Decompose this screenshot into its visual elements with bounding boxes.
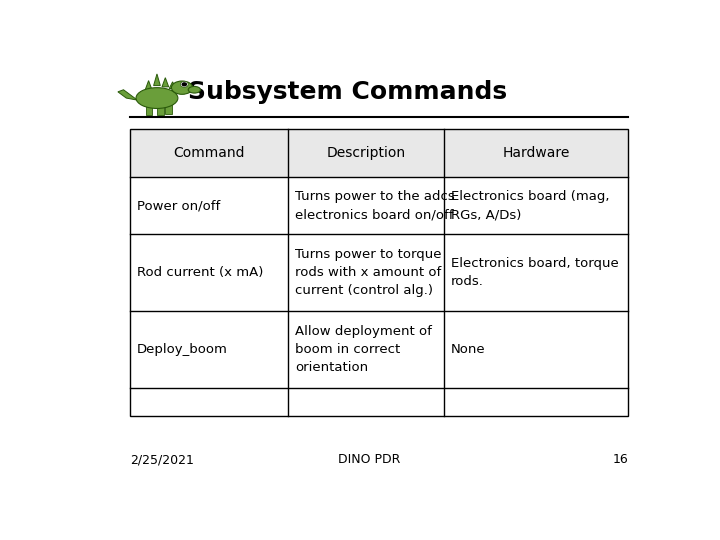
Text: 16: 16	[613, 453, 629, 467]
Ellipse shape	[171, 81, 193, 94]
Text: Subsystem Commands: Subsystem Commands	[188, 80, 507, 104]
Bar	[130, 129, 629, 177]
Text: Description: Description	[327, 146, 406, 160]
Polygon shape	[162, 78, 168, 87]
Text: None: None	[451, 343, 486, 356]
Text: 2/25/2021: 2/25/2021	[130, 453, 194, 467]
Polygon shape	[145, 80, 152, 90]
Circle shape	[181, 82, 187, 86]
Bar	[145, 104, 153, 114]
Text: Turns power to the adcs
electronics board on/off: Turns power to the adcs electronics boar…	[294, 190, 454, 221]
Text: Turns power to torque
rods with x amount of
current (control alg.): Turns power to torque rods with x amount…	[294, 248, 441, 298]
Polygon shape	[118, 90, 138, 100]
Bar	[157, 104, 163, 114]
Circle shape	[182, 83, 186, 86]
Polygon shape	[169, 82, 176, 89]
Bar	[130, 129, 629, 416]
Bar	[166, 104, 172, 114]
Polygon shape	[153, 74, 161, 85]
Text: Command: Command	[174, 146, 245, 160]
Ellipse shape	[136, 87, 178, 109]
Text: Power on/off: Power on/off	[137, 199, 220, 212]
Text: Allow deployment of
boom in correct
orientation: Allow deployment of boom in correct orie…	[294, 325, 432, 374]
Text: Deploy_boom: Deploy_boom	[137, 343, 228, 356]
Text: Electronics board (mag,
RGs, A/Ds): Electronics board (mag, RGs, A/Ds)	[451, 190, 610, 221]
Text: Rod current (x mA): Rod current (x mA)	[137, 266, 264, 279]
Text: DINO PDR: DINO PDR	[338, 453, 400, 467]
Circle shape	[181, 82, 188, 87]
Ellipse shape	[188, 86, 200, 93]
Text: Electronics board, torque
rods.: Electronics board, torque rods.	[451, 258, 618, 288]
Text: Hardware: Hardware	[503, 146, 570, 160]
